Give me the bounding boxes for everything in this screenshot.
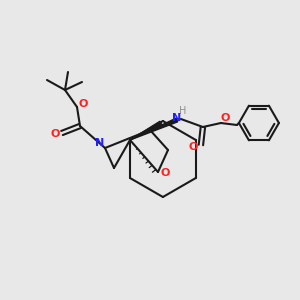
- Text: O: O: [50, 129, 60, 139]
- Text: O: O: [220, 113, 230, 123]
- Text: H: H: [179, 106, 187, 116]
- Polygon shape: [130, 121, 162, 140]
- Text: O: O: [78, 99, 88, 109]
- Text: O: O: [160, 168, 170, 178]
- Polygon shape: [130, 118, 178, 140]
- Text: N: N: [95, 138, 105, 148]
- Text: O: O: [188, 142, 198, 152]
- Text: N: N: [172, 113, 182, 123]
